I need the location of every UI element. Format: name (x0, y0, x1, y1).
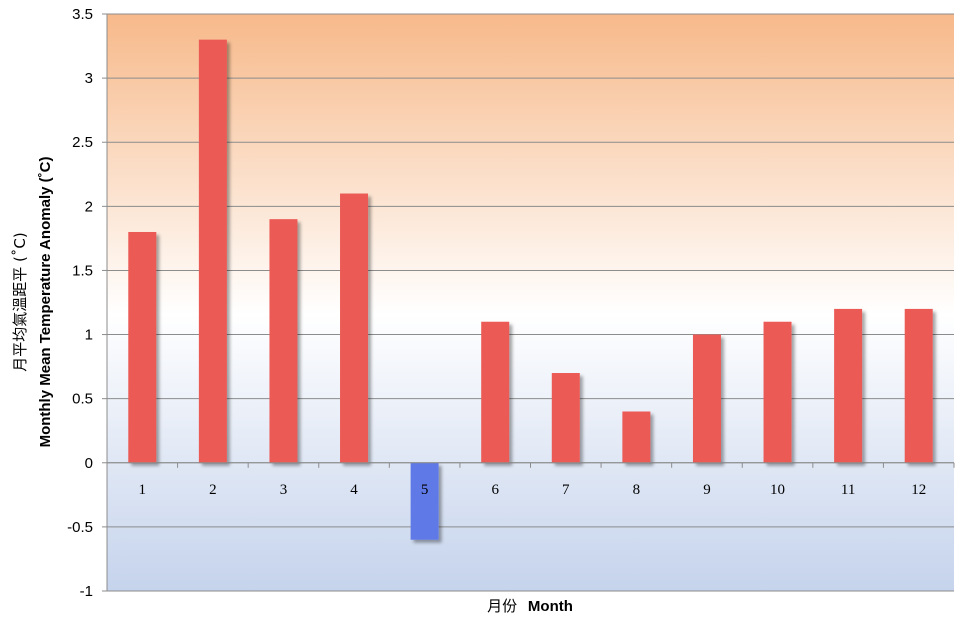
y-tick-label: -0.5 (67, 519, 93, 536)
y-tick-label: 0.5 (72, 391, 93, 408)
x-tick-label: 11 (841, 482, 855, 498)
x-tick-label: 6 (491, 482, 499, 498)
y-tick-label: 3 (85, 70, 93, 87)
x-tick-label: 3 (280, 482, 288, 498)
y-tick-label: 3.5 (72, 6, 93, 23)
y-tick-label: -1 (80, 583, 93, 600)
x-axis-title-zh: 月份 (487, 597, 517, 615)
bar-month-11 (834, 308, 863, 463)
y-tick-label: 0 (85, 455, 93, 472)
bar-month-9 (692, 334, 721, 463)
x-tick-label: 9 (703, 482, 711, 498)
bar-month-1 (128, 231, 157, 463)
y-axis-title-zh: 月平均氣溫距平 (˚C) (11, 232, 29, 371)
bar-month-10 (763, 321, 792, 463)
bar-month-6 (481, 321, 510, 463)
x-tick-label: 12 (911, 482, 926, 498)
y-tick-label: 1 (85, 327, 93, 344)
x-tick-label: 2 (209, 482, 217, 498)
bar-month-3 (269, 219, 298, 463)
x-axis-title-en: Month (528, 598, 573, 615)
plot-area (107, 14, 954, 591)
x-tick-label: 5 (421, 482, 429, 498)
x-tick-label: 1 (139, 482, 147, 498)
x-tick-label: 8 (633, 482, 641, 498)
y-tick-label: 2 (85, 198, 93, 215)
bar-month-8 (622, 411, 651, 463)
y-tick-label: 1.5 (72, 262, 93, 279)
x-axis-title: 月份 Month (487, 597, 573, 615)
x-tick-label: 4 (350, 482, 358, 498)
bar-month-5 (410, 462, 439, 540)
y-tick-label: 2.5 (72, 134, 93, 151)
x-axis-ticks: 1 2 3 4 5 6 7 8 9 10 11 12 (106, 462, 955, 498)
x-tick-label: 7 (562, 482, 570, 498)
bar-month-2 (198, 39, 227, 463)
bar-month-7 (551, 373, 580, 463)
bar-month-4 (340, 193, 369, 463)
y-axis-ticks: -1 -0.5 0 0.5 1 1.5 2 2.5 3 3.5 (67, 6, 107, 600)
y-axis-title-en: Monthly Mean Temperature Anomaly (˚C) (37, 157, 54, 448)
bars (128, 39, 933, 540)
bar-month-12 (904, 308, 933, 463)
x-tick-label: 10 (770, 482, 785, 498)
